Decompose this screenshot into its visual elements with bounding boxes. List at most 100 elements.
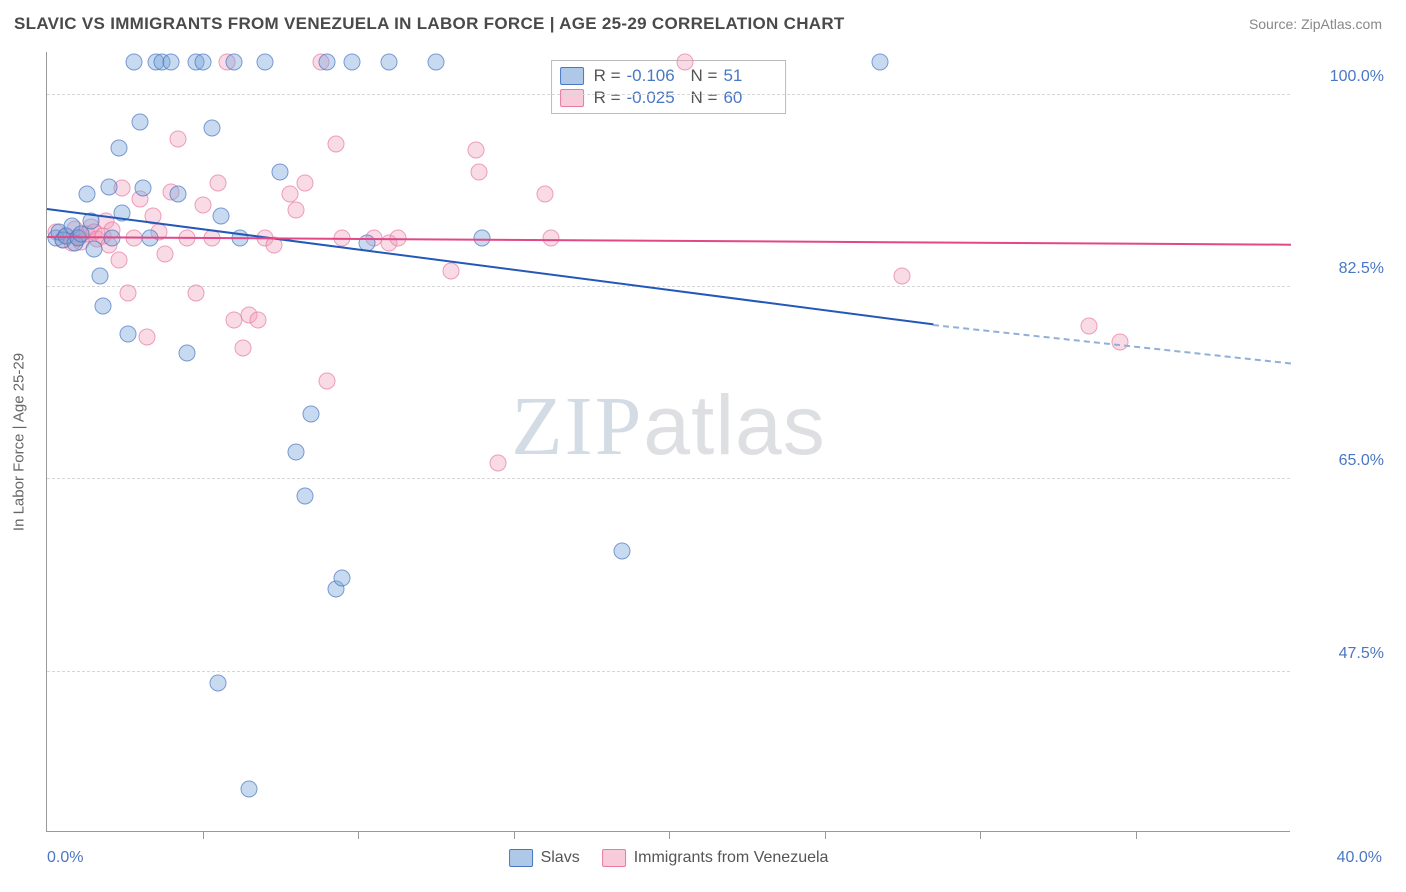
data-point [287,444,304,461]
plot-region: ZIPatlas In Labor Force | Age 25-29 0.0%… [46,52,1290,832]
data-point [318,372,335,389]
x-tick [514,831,515,839]
data-point [225,54,242,71]
data-point [132,114,149,131]
data-point [468,141,485,158]
data-point [194,54,211,71]
data-point [194,196,211,213]
x-tick [669,831,670,839]
x-axis-min-label: 0.0% [47,849,83,867]
data-point [126,54,143,71]
data-point [225,312,242,329]
y-tick-label: 82.5% [1339,260,1384,278]
data-point [614,542,631,559]
data-point [210,174,227,191]
data-point [110,251,127,268]
data-point [471,163,488,180]
n-value: 51 [723,66,777,86]
y-axis-title: In Labor Force | Age 25-29 [11,352,28,530]
legend-item: Slavs [509,849,580,867]
x-tick [358,831,359,839]
gridline [47,671,1290,672]
data-point [178,345,195,362]
legend-stats: R = -0.106 N =51 R = -0.025 N =60 [551,60,787,114]
data-point [85,240,102,257]
data-point [110,139,127,156]
gridline [47,286,1290,287]
chart-source: Source: ZipAtlas.com [1249,16,1382,32]
data-point [169,130,186,147]
legend-label: Slavs [541,849,580,867]
chart-title: SLAVIC VS IMMIGRANTS FROM VENEZUELA IN L… [14,14,845,34]
legend-series: Slavs Immigrants from Venezuela [509,849,829,867]
data-point [1111,334,1128,351]
x-tick [203,831,204,839]
n-label: N = [691,88,718,108]
data-point [157,246,174,263]
data-point [256,54,273,71]
legend-item: Immigrants from Venezuela [602,849,829,867]
data-point [1080,317,1097,334]
data-point [489,454,506,471]
data-point [297,174,314,191]
data-point [427,54,444,71]
data-point [163,54,180,71]
data-point [542,229,559,246]
r-value: -0.106 [627,66,681,86]
chart-header: SLAVIC VS IMMIGRANTS FROM VENEZUELA IN L… [0,0,1406,40]
data-point [169,185,186,202]
gridline [47,94,1290,95]
trend-line [933,324,1291,364]
r-label: R = [594,88,621,108]
legend-swatch [560,67,584,85]
data-point [894,268,911,285]
data-point [79,185,96,202]
data-point [234,339,251,356]
x-tick [980,831,981,839]
x-tick [825,831,826,839]
y-tick-label: 100.0% [1330,68,1384,86]
legend-swatch [560,89,584,107]
data-point [119,326,136,343]
data-point [872,54,889,71]
legend-label: Immigrants from Venezuela [634,849,829,867]
r-label: R = [594,66,621,86]
data-point [91,268,108,285]
n-value: 60 [723,88,777,108]
data-point [281,185,298,202]
data-point [443,262,460,279]
watermark: ZIPatlas [511,377,825,475]
data-point [138,328,155,345]
x-axis-max-label: 40.0% [1337,849,1382,867]
data-point [303,405,320,422]
data-point [381,54,398,71]
data-point [334,570,351,587]
data-point [676,54,693,71]
data-point [272,163,289,180]
data-point [101,179,118,196]
r-value: -0.025 [627,88,681,108]
legend-swatch [509,849,533,867]
y-tick-label: 47.5% [1339,645,1384,663]
data-point [536,185,553,202]
data-point [343,54,360,71]
n-label: N = [691,66,718,86]
chart-area: ZIPatlas In Labor Force | Age 25-29 0.0%… [46,52,1392,832]
data-point [94,297,111,314]
data-point [250,312,267,329]
trend-line [47,208,934,325]
legend-stat-row: R = -0.025 N =60 [560,87,778,109]
gridline [47,478,1290,479]
data-point [135,180,152,197]
data-point [287,202,304,219]
x-tick [1136,831,1137,839]
data-point [213,207,230,224]
data-point [241,781,258,798]
data-point [203,119,220,136]
y-tick-label: 65.0% [1339,452,1384,470]
data-point [297,487,314,504]
data-point [318,54,335,71]
data-point [188,284,205,301]
data-point [210,674,227,691]
legend-swatch [602,849,626,867]
